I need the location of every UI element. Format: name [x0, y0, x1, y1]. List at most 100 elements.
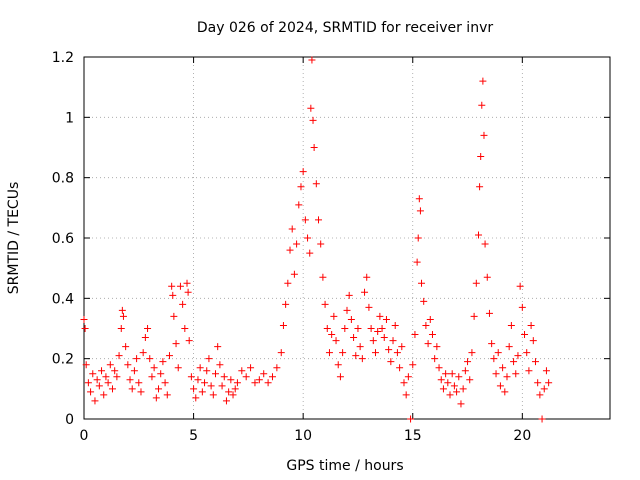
data-point [251, 379, 259, 387]
data-point [139, 349, 147, 357]
data-point [510, 358, 518, 366]
data-point [264, 379, 272, 387]
data-point [455, 373, 463, 381]
data-point [475, 231, 482, 239]
data-point [308, 56, 316, 64]
data-point [288, 225, 296, 233]
y-tick-label: 0 [65, 412, 74, 428]
data-point [315, 216, 323, 224]
data-point [448, 370, 456, 378]
y-tick-label: 1.2 [52, 50, 74, 66]
data-point [356, 343, 364, 351]
data-point [255, 376, 263, 384]
data-point [374, 328, 382, 336]
data-point [472, 279, 480, 287]
data-point [115, 352, 123, 360]
data-point [279, 321, 287, 329]
data-point [82, 361, 90, 369]
data-point [229, 391, 237, 399]
data-point [411, 331, 419, 339]
data-point [118, 306, 126, 314]
data-point [282, 300, 290, 308]
data-point [347, 315, 355, 323]
data-point [176, 282, 184, 290]
data-point [185, 337, 193, 345]
data-point [450, 382, 458, 390]
data-point [531, 358, 539, 366]
data-point [407, 415, 415, 423]
data-point [304, 234, 312, 242]
data-point [542, 367, 550, 375]
data-point [404, 373, 412, 381]
data-point [545, 379, 553, 387]
data-point [483, 273, 491, 281]
data-point [536, 391, 544, 399]
data-point [207, 382, 215, 390]
y-axis-label: SRMTID / TECUs [6, 182, 22, 295]
data-point [144, 325, 152, 332]
data-point [89, 370, 97, 378]
data-point [104, 379, 112, 387]
y-tick-label: 1 [65, 110, 74, 126]
data-point [435, 364, 443, 372]
data-point [141, 334, 149, 342]
data-point [480, 131, 488, 139]
data-point [81, 325, 89, 332]
data-point [225, 388, 233, 396]
data-point [389, 337, 397, 345]
data-point [212, 370, 219, 378]
data-point [433, 343, 441, 351]
x-tick-label: 10 [294, 428, 312, 444]
data-point [470, 312, 478, 320]
data-point [468, 349, 476, 357]
x-axis-label: GPS time / hours [286, 458, 403, 474]
data-point [148, 373, 156, 381]
data-point [242, 373, 250, 381]
chart-title: Day 026 of 2024, SRMTID for receiver inv… [197, 20, 493, 36]
data-point [192, 394, 200, 402]
data-point [328, 331, 336, 339]
data-point [439, 385, 447, 393]
data-point [367, 325, 375, 332]
data-point [91, 397, 99, 405]
data-point [286, 246, 294, 254]
data-point [159, 358, 167, 366]
data-point [84, 379, 92, 387]
data-point [299, 168, 307, 176]
data-point [319, 273, 327, 281]
data-point [196, 364, 204, 372]
data-point [205, 355, 213, 363]
data-point [332, 337, 340, 345]
data-point [523, 349, 531, 357]
x-tick-label: 5 [189, 428, 198, 444]
data-point [341, 325, 349, 332]
data-point [233, 379, 241, 387]
data-point [126, 376, 134, 384]
data-point [152, 394, 160, 402]
data-point [128, 385, 136, 393]
data-point [376, 312, 384, 320]
data-point [273, 364, 281, 372]
data-point [155, 385, 163, 393]
data-point [284, 279, 292, 287]
data-point [339, 349, 347, 357]
data-point [214, 343, 222, 351]
data-point [459, 385, 467, 393]
data-point [431, 355, 439, 363]
data-point [309, 116, 317, 124]
data-point [137, 388, 145, 396]
data-point [187, 373, 195, 381]
x-tick-label: 0 [80, 428, 89, 444]
data-point [516, 282, 524, 290]
data-point [157, 370, 165, 378]
data-point [369, 337, 377, 345]
data-point [380, 334, 388, 342]
data-point [343, 306, 351, 314]
data-point [481, 240, 489, 248]
data-point [80, 315, 88, 323]
y-tick-label: 0.8 [52, 171, 74, 187]
data-point [93, 376, 101, 384]
data-point [393, 349, 401, 357]
data-point [400, 379, 408, 387]
grid-lines [84, 57, 610, 419]
